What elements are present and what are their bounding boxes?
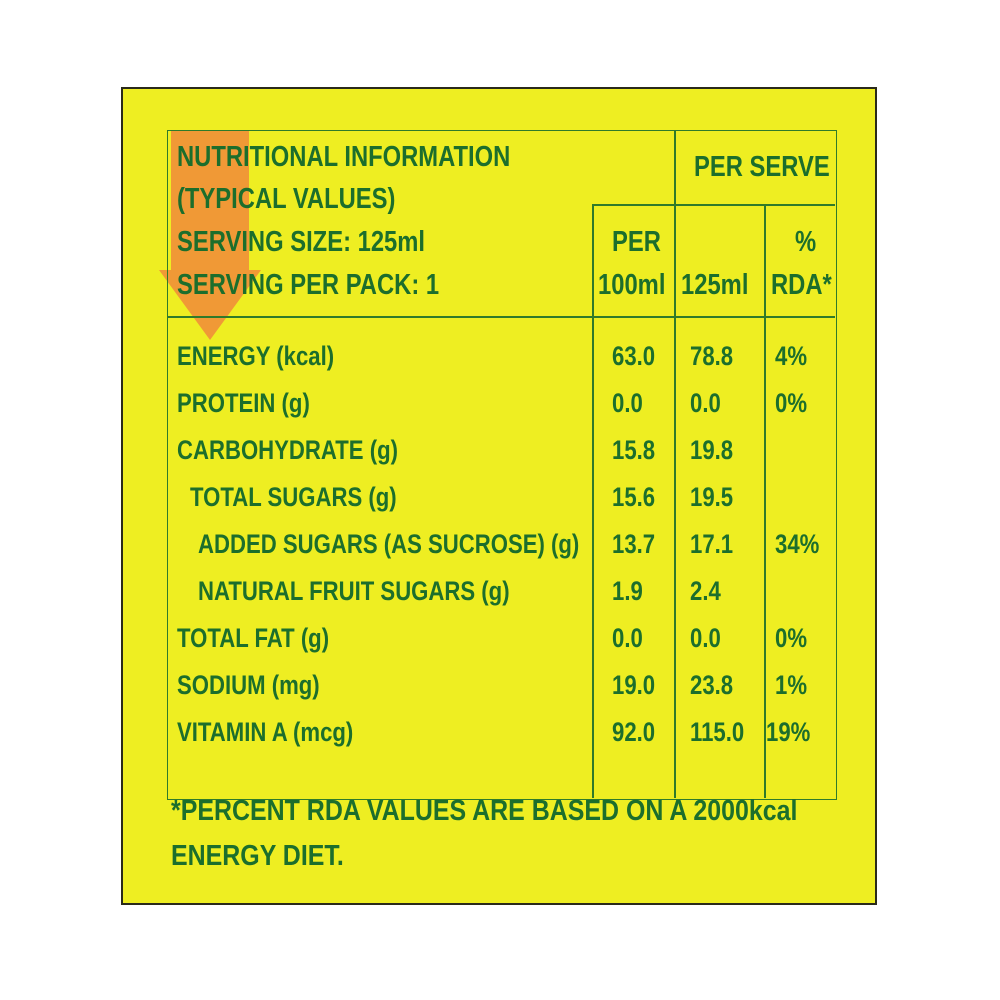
per100-header-line1: PER xyxy=(612,226,661,258)
per100-header-line2: 100ml xyxy=(598,269,666,301)
title-line-2: (TYPICAL VALUES) xyxy=(177,183,396,215)
row-per100-vitamin-a: 92.0 xyxy=(612,717,656,747)
col-divider-main xyxy=(674,131,676,798)
per-serve-header: PER SERVE xyxy=(694,151,830,183)
col-divider-1 xyxy=(592,204,594,798)
footnote-line-2: ENERGY DIET. xyxy=(171,840,344,872)
row-label-protein: PROTEIN (g) xyxy=(177,388,310,418)
serving-per-pack: SERVING PER PACK: 1 xyxy=(177,269,440,301)
down-arrow-icon xyxy=(159,130,261,340)
header-divider xyxy=(168,316,835,318)
row-per125-natural-fruit-sugars: 2.4 xyxy=(690,576,721,606)
footnote: *PERCENT RDA VALUES ARE BASED ON A 2000k… xyxy=(171,789,797,879)
row-label-natural-fruit-sugars: NATURAL FRUIT SUGARS (g) xyxy=(198,576,510,606)
row-per100-total-fat: 0.0 xyxy=(612,623,643,653)
footnote-line-1: *PERCENT RDA VALUES ARE BASED ON A 2000k… xyxy=(171,795,798,827)
per125-header: 125ml xyxy=(681,269,749,301)
nutrition-label: NUTRITIONAL INFORMATION (TYPICAL VALUES)… xyxy=(121,87,877,905)
row-label-added-sugars: ADDED SUGARS (AS SUCROSE) (g) xyxy=(198,529,580,559)
row-per125-protein: 0.0 xyxy=(690,388,721,418)
row-per100-protein: 0.0 xyxy=(612,388,643,418)
row-per100-added-sugars: 13.7 xyxy=(612,529,656,559)
row-per100-energy: 63.0 xyxy=(612,341,656,371)
row-per125-added-sugars: 17.1 xyxy=(690,529,734,559)
row-per125-energy: 78.8 xyxy=(690,341,734,371)
per-serve-divider xyxy=(592,204,835,206)
row-rda-sodium: 1% xyxy=(775,670,808,700)
rda-header-line2: RDA* xyxy=(771,269,832,301)
row-label-total-sugars: TOTAL SUGARS (g) xyxy=(190,482,397,512)
row-rda-total-fat: 0% xyxy=(775,623,808,653)
rda-header-line1: % xyxy=(795,226,817,258)
row-label-energy: ENERGY (kcal) xyxy=(177,341,335,371)
row-per125-carbohydrate: 19.8 xyxy=(690,435,734,465)
row-per125-sodium: 23.8 xyxy=(690,670,734,700)
row-per100-natural-fruit-sugars: 1.9 xyxy=(612,576,643,606)
row-per125-total-sugars: 19.5 xyxy=(690,482,734,512)
row-rda-added-sugars: 34% xyxy=(775,529,820,559)
serving-size: SERVING SIZE: 125ml xyxy=(177,226,426,258)
row-rda-protein: 0% xyxy=(775,388,808,418)
row-label-vitamin-a: VITAMIN A (mcg) xyxy=(177,717,354,747)
row-per100-total-sugars: 15.6 xyxy=(612,482,656,512)
nutrition-table: NUTRITIONAL INFORMATION (TYPICAL VALUES)… xyxy=(167,130,837,800)
row-per125-total-fat: 0.0 xyxy=(690,623,721,653)
row-label-sodium: SODIUM (mg) xyxy=(177,670,320,700)
row-per125-vitamin-a: 115.0 xyxy=(690,717,745,747)
row-per100-sodium: 19.0 xyxy=(612,670,656,700)
col-divider-2 xyxy=(764,204,766,798)
row-label-total-fat: TOTAL FAT (g) xyxy=(177,623,330,653)
title-line-1: NUTRITIONAL INFORMATION xyxy=(177,141,511,173)
row-per100-carbohydrate: 15.8 xyxy=(612,435,656,465)
row-rda-energy: 4% xyxy=(775,341,808,371)
row-label-carbohydrate: CARBOHYDRATE (g) xyxy=(177,435,398,465)
row-rda-vitamin-a: 19% xyxy=(766,717,811,747)
